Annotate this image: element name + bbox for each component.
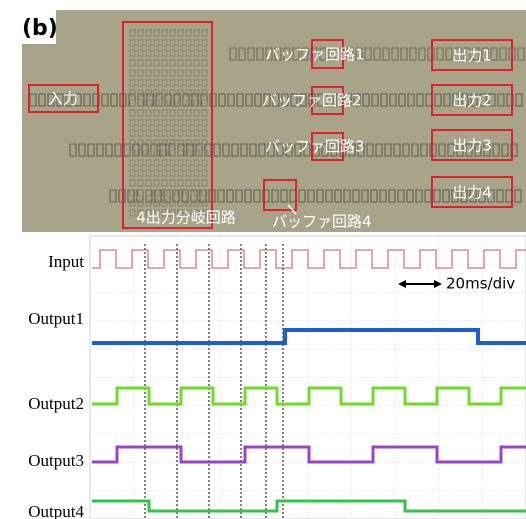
- output-label: 出力3: [452, 137, 492, 155]
- micrograph: [22, 10, 526, 232]
- figure: (b) 入力 4出力分岐回路 バッファ回路1 バッファ回路2 バッファ回路3 バ…: [0, 0, 526, 519]
- input-label: 入力: [48, 90, 78, 108]
- channel-label: Input: [48, 252, 84, 271]
- output-label: 出力2: [452, 92, 492, 110]
- panel-label: (b): [22, 16, 58, 41]
- output-label: 出力1: [452, 47, 492, 65]
- buffer-label: バッファ回路4: [272, 213, 372, 231]
- buffer-label: バッファ回路3: [265, 138, 365, 156]
- output-label: 出力4: [452, 184, 492, 202]
- page: (b) 入力 4出力分岐回路 バッファ回路1 バッファ回路2 バッファ回路3 バ…: [0, 0, 526, 519]
- channel-label: Output4: [28, 502, 84, 519]
- channel-label: Output1: [28, 309, 84, 328]
- channel-label: Output3: [28, 451, 84, 470]
- buffer-label: バッファ回路1: [265, 46, 365, 64]
- buffer-label: バッファ回路2: [262, 92, 362, 110]
- photo-bg: [22, 10, 526, 232]
- splitter-label: 4出力分岐回路: [136, 209, 236, 227]
- channel-label: Output2: [28, 394, 84, 413]
- scale-label: 20ms/div: [446, 275, 515, 293]
